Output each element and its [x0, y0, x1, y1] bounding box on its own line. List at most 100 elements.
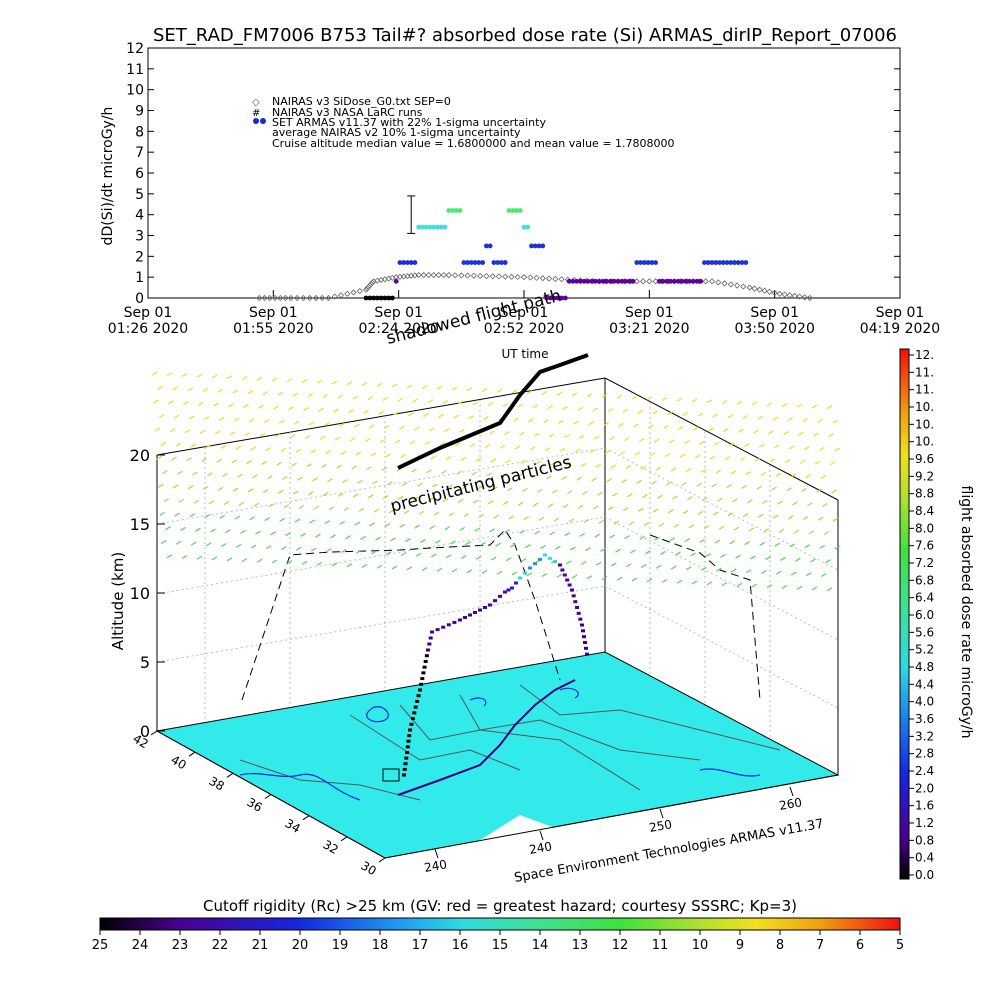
flight-path-point — [514, 581, 518, 585]
flight-path-point — [412, 711, 417, 715]
flight-path-point — [528, 566, 532, 570]
particle-mark — [694, 454, 701, 459]
flight-path-point — [570, 588, 574, 592]
armas-point — [476, 260, 482, 265]
particle-mark — [624, 535, 631, 540]
particle-mark — [447, 484, 453, 489]
particle-mark — [531, 474, 537, 479]
particle-mark — [813, 432, 819, 437]
armas-point — [551, 295, 557, 301]
particle-mark — [682, 510, 689, 515]
particle-mark — [186, 457, 192, 462]
right-colorbar-tick-label: 9.2 — [915, 469, 934, 483]
particle-mark — [487, 500, 494, 505]
particle-mark — [534, 530, 541, 535]
particle-mark — [279, 517, 286, 522]
particle-mark — [792, 501, 798, 506]
flight-path-point — [548, 556, 552, 560]
right-colorbar-tick-label: 6.8 — [915, 573, 934, 587]
armas-point — [480, 260, 486, 265]
nairas-point — [430, 272, 437, 279]
particle-mark — [756, 485, 762, 490]
particle-mark — [503, 431, 510, 436]
particle-mark — [826, 587, 833, 592]
particle-mark — [720, 553, 726, 558]
nairas-point — [300, 294, 307, 302]
flight-path-point — [576, 611, 581, 615]
particle-mark — [747, 499, 753, 504]
particle-mark — [412, 398, 419, 403]
right-colorbar-tick-label: 1.2 — [915, 816, 934, 830]
armas-point — [499, 260, 504, 265]
particle-mark — [400, 453, 407, 458]
particle-mark — [757, 415, 764, 420]
particle-mark — [832, 419, 839, 424]
particle-mark — [550, 461, 557, 466]
particle-mark — [196, 373, 203, 378]
particle-mark — [609, 534, 616, 539]
particle-mark — [280, 545, 287, 550]
particle-mark — [736, 582, 743, 587]
particle-mark — [292, 490, 299, 495]
particle-mark — [768, 430, 774, 435]
armas-point — [506, 208, 512, 213]
flight-path-point — [483, 606, 487, 609]
armas-point — [397, 260, 403, 265]
particle-mark — [548, 433, 555, 438]
particle-mark — [831, 489, 837, 494]
particle-mark — [788, 445, 795, 450]
particle-mark — [226, 375, 233, 380]
particle-mark — [154, 427, 161, 432]
particle-mark — [673, 523, 680, 528]
particle-mark — [334, 436, 341, 441]
particle-mark — [496, 388, 503, 393]
particle-mark — [403, 510, 410, 515]
particle-mark — [697, 510, 704, 515]
particle-mark — [399, 523, 406, 528]
particle-mark — [751, 401, 758, 406]
nairas-point — [356, 287, 363, 295]
flight-path-point — [404, 756, 409, 760]
particle-mark — [541, 390, 548, 396]
nairas-point — [495, 273, 502, 280]
particle-mark — [556, 391, 563, 396]
particle-mark — [376, 564, 383, 569]
particle-mark — [223, 501, 230, 506]
y-tick-label: 7 — [135, 145, 144, 161]
particle-mark — [324, 520, 331, 525]
particle-mark — [472, 401, 479, 406]
nairas-point — [464, 272, 471, 279]
particle-mark — [648, 424, 654, 429]
armas-point — [705, 260, 711, 265]
right-colorbar-tick-label: 8.4 — [915, 504, 934, 518]
armas-point — [570, 278, 576, 284]
particle-mark — [363, 410, 369, 415]
particle-mark — [540, 544, 546, 549]
bottom-colorbar-tick-label: 7 — [816, 938, 824, 953]
particle-mark — [267, 475, 273, 480]
flight-path-point — [488, 603, 492, 607]
particle-mark — [463, 513, 470, 518]
flight-path-point — [402, 773, 406, 777]
particle-mark — [638, 437, 645, 442]
particle-mark — [188, 415, 195, 420]
latitude-tick-label: 30 — [359, 858, 379, 878]
nairas-point — [282, 294, 289, 302]
particle-mark — [711, 483, 717, 488]
particle-mark — [408, 412, 414, 417]
particle-mark — [331, 562, 338, 567]
nairas-point — [552, 275, 559, 282]
particle-mark — [685, 566, 692, 571]
legend-symbol-armas-2 — [260, 118, 266, 124]
particle-mark — [381, 466, 387, 471]
particle-mark — [190, 443, 197, 448]
nairas-point — [721, 280, 728, 287]
armas-point — [702, 260, 707, 265]
particle-mark — [804, 544, 811, 549]
armas-point — [638, 260, 643, 265]
particle-mark — [261, 460, 267, 465]
armas-point — [611, 278, 617, 284]
particle-mark — [523, 516, 530, 521]
